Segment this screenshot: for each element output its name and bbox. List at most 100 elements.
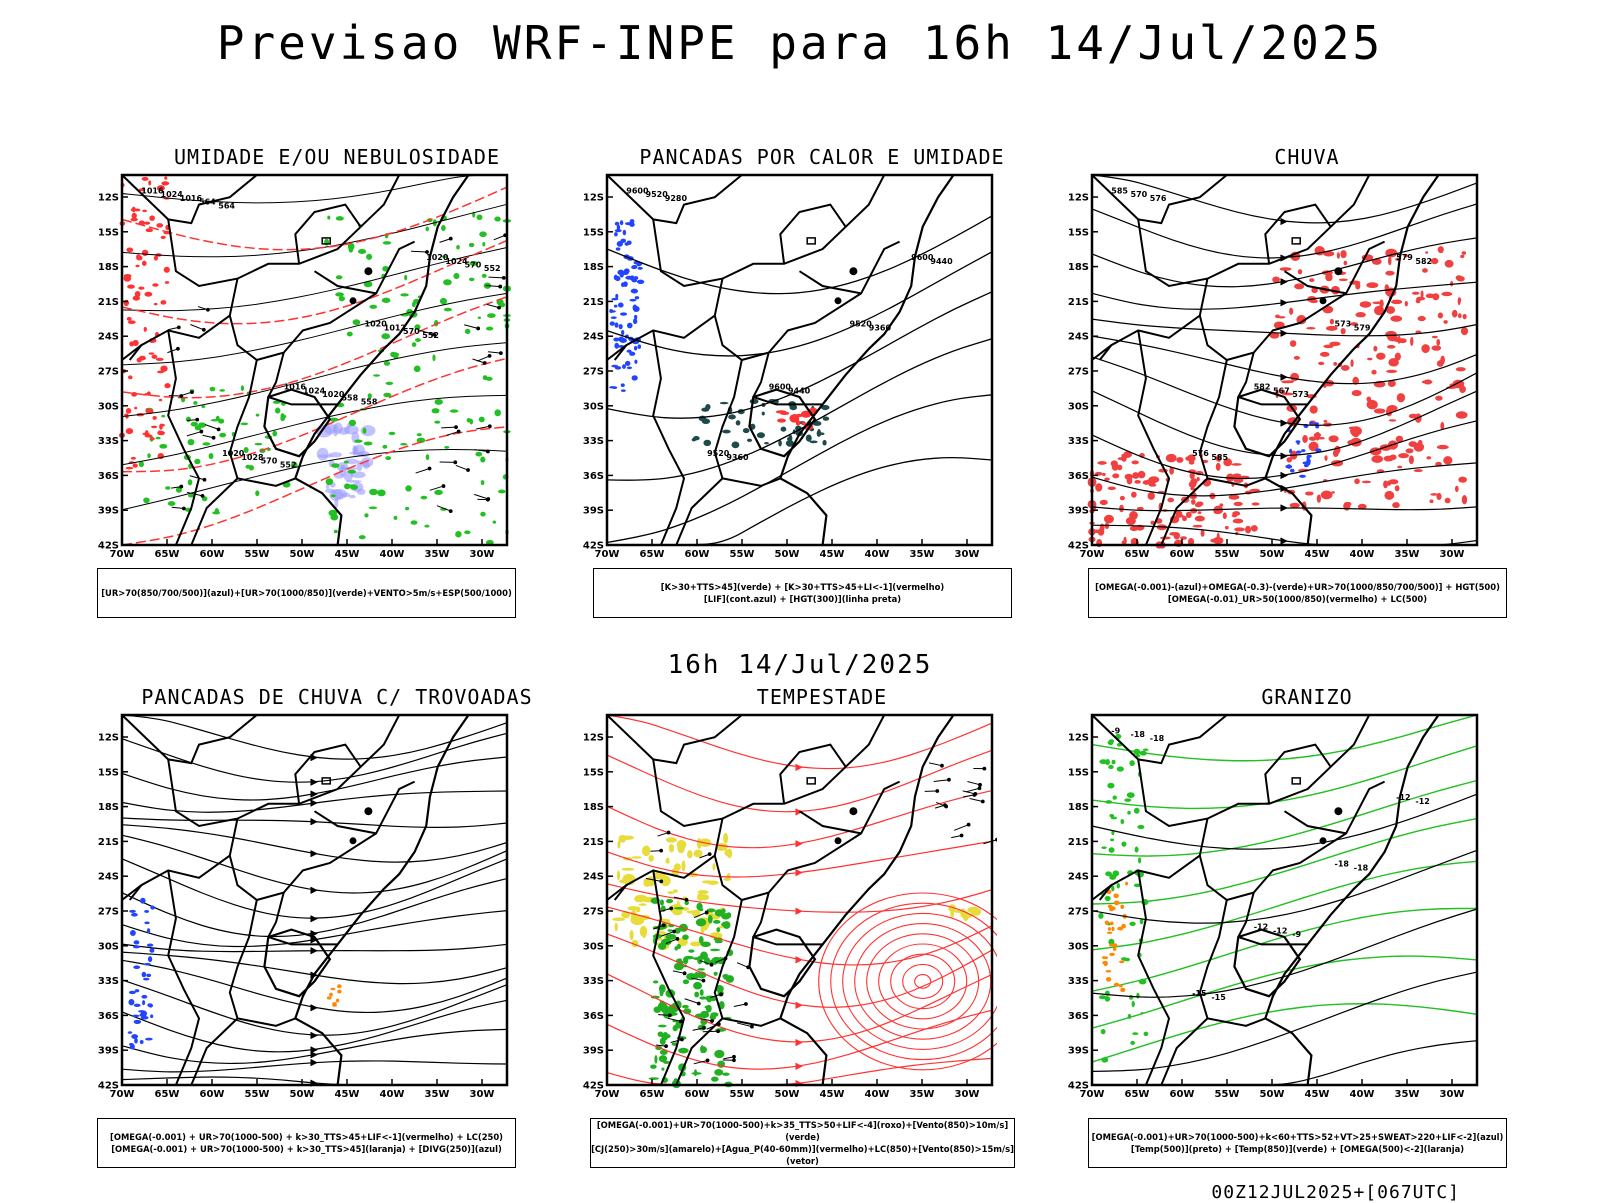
lat-tick-label: 27S — [98, 367, 119, 378]
shaded-area — [1306, 327, 1315, 329]
shaded-area — [780, 412, 789, 415]
lat-tick-label: 39S — [583, 506, 604, 517]
shaded-area — [1112, 473, 1119, 478]
shaded-area — [617, 841, 620, 849]
wind-vector-head — [708, 853, 711, 856]
shaded-area — [728, 414, 736, 419]
shaded-area — [1120, 496, 1125, 501]
shaded-area — [1456, 275, 1463, 280]
shaded-area — [152, 283, 158, 287]
shaded-area — [1422, 380, 1433, 383]
shaded-area — [613, 337, 619, 341]
lat-tick-label: 24S — [583, 872, 604, 883]
contour-label: 570 — [1131, 190, 1148, 199]
shaded-area — [1193, 525, 1203, 528]
shaded-area — [1285, 465, 1292, 469]
lat-tick-label: 15S — [583, 227, 604, 238]
lat-tick-label: 36S — [583, 471, 604, 482]
lon-tick-label: 45W — [820, 549, 845, 560]
legend-trovoadas: [OMEGA(-0.001) + UR>70(1000-500) + k>30_… — [97, 1118, 516, 1168]
wind-vector-head — [720, 993, 723, 996]
wind-vector-head — [660, 880, 663, 883]
legend-line: [OMEGA(-0.001) + UR>70(1000-500) + k>30_… — [98, 1131, 515, 1143]
shaded-area — [194, 459, 200, 465]
lat-tick-label: 33S — [1068, 436, 1089, 447]
shaded-area — [1195, 503, 1202, 507]
wind-vector-head — [717, 1030, 720, 1033]
shaded-area — [337, 990, 341, 994]
lat-tick-label: 18S — [1068, 262, 1089, 273]
shaded-area — [1317, 437, 1325, 440]
shaded-area — [1310, 405, 1318, 413]
contour-label: -18 — [1131, 730, 1146, 739]
shaded-area — [1195, 516, 1205, 522]
legend-line: [OMEGA(-0.001) + UR>70(1000-500) + k>30_… — [98, 1143, 515, 1155]
lon-tick-label: 60W — [685, 1089, 710, 1100]
shaded-area — [1109, 814, 1114, 817]
shaded-area — [482, 274, 487, 278]
shaded-area — [1231, 463, 1242, 466]
shaded-area — [644, 845, 650, 855]
lat-tick-label: 30S — [1068, 941, 1089, 952]
shaded-area — [1186, 512, 1192, 518]
shaded-area — [616, 247, 621, 250]
shaded-area — [620, 220, 623, 225]
shaded-area — [1280, 267, 1292, 271]
shaded-area — [432, 354, 435, 361]
shaded-area — [1438, 312, 1443, 318]
shaded-area — [801, 422, 806, 425]
shaded-area — [621, 282, 625, 287]
shaded-area — [156, 358, 164, 361]
wind-vector-head — [679, 1020, 682, 1023]
lon-tick-label: 40W — [380, 549, 405, 560]
wind-vector-head — [745, 1003, 748, 1006]
shaded-area — [331, 463, 339, 468]
shaded-area — [710, 949, 720, 952]
shaded-area — [1252, 502, 1260, 505]
lake-marker — [351, 298, 356, 303]
shaded-area — [700, 894, 709, 900]
shaded-area — [369, 305, 377, 309]
wind-vector-head — [705, 911, 708, 914]
wind-vector-head — [206, 308, 209, 311]
lon-tick-label: 60W — [1170, 549, 1195, 560]
shaded-area — [129, 910, 136, 913]
shaded-area — [161, 415, 165, 418]
contour-label: 573 — [1292, 390, 1309, 399]
contour-label: 582 — [1415, 257, 1432, 266]
shaded-area — [486, 327, 493, 331]
shaded-area — [201, 405, 205, 408]
shaded-area — [344, 461, 349, 464]
wind-vector-head — [996, 838, 997, 841]
shaded-area — [619, 324, 623, 329]
shaded-area — [677, 842, 685, 853]
shaded-area — [125, 467, 133, 470]
shaded-area — [658, 1025, 667, 1028]
legend-line: [K>30+TTS>45](verde) + [K>30+TTS>45+LI<-… — [594, 581, 1011, 593]
shaded-area — [1109, 874, 1116, 880]
lat-tick-label: 36S — [1068, 1011, 1089, 1022]
shaded-area — [272, 431, 277, 437]
shaded-area — [1320, 352, 1330, 357]
shaded-area — [150, 906, 155, 910]
shaded-area — [1100, 500, 1108, 505]
shaded-area — [147, 453, 150, 458]
shaded-area — [631, 289, 638, 294]
shaded-area — [620, 835, 634, 839]
shaded-area — [347, 332, 353, 337]
shaded-area — [617, 870, 620, 880]
shaded-area — [193, 401, 197, 405]
shaded-area — [377, 490, 386, 497]
lat-tick-label: 21S — [98, 297, 119, 308]
contour-label: 9280 — [665, 194, 688, 203]
shaded-area — [219, 389, 225, 392]
shaded-area — [327, 216, 330, 220]
shaded-area — [132, 213, 137, 219]
shaded-area — [1101, 1057, 1108, 1063]
shaded-area — [144, 910, 149, 913]
lon-tick-label: 50W — [1260, 1089, 1285, 1100]
shaded-area — [390, 353, 399, 356]
wind-vector-head — [487, 450, 490, 453]
shaded-area — [1388, 257, 1392, 266]
shaded-area — [421, 496, 428, 500]
